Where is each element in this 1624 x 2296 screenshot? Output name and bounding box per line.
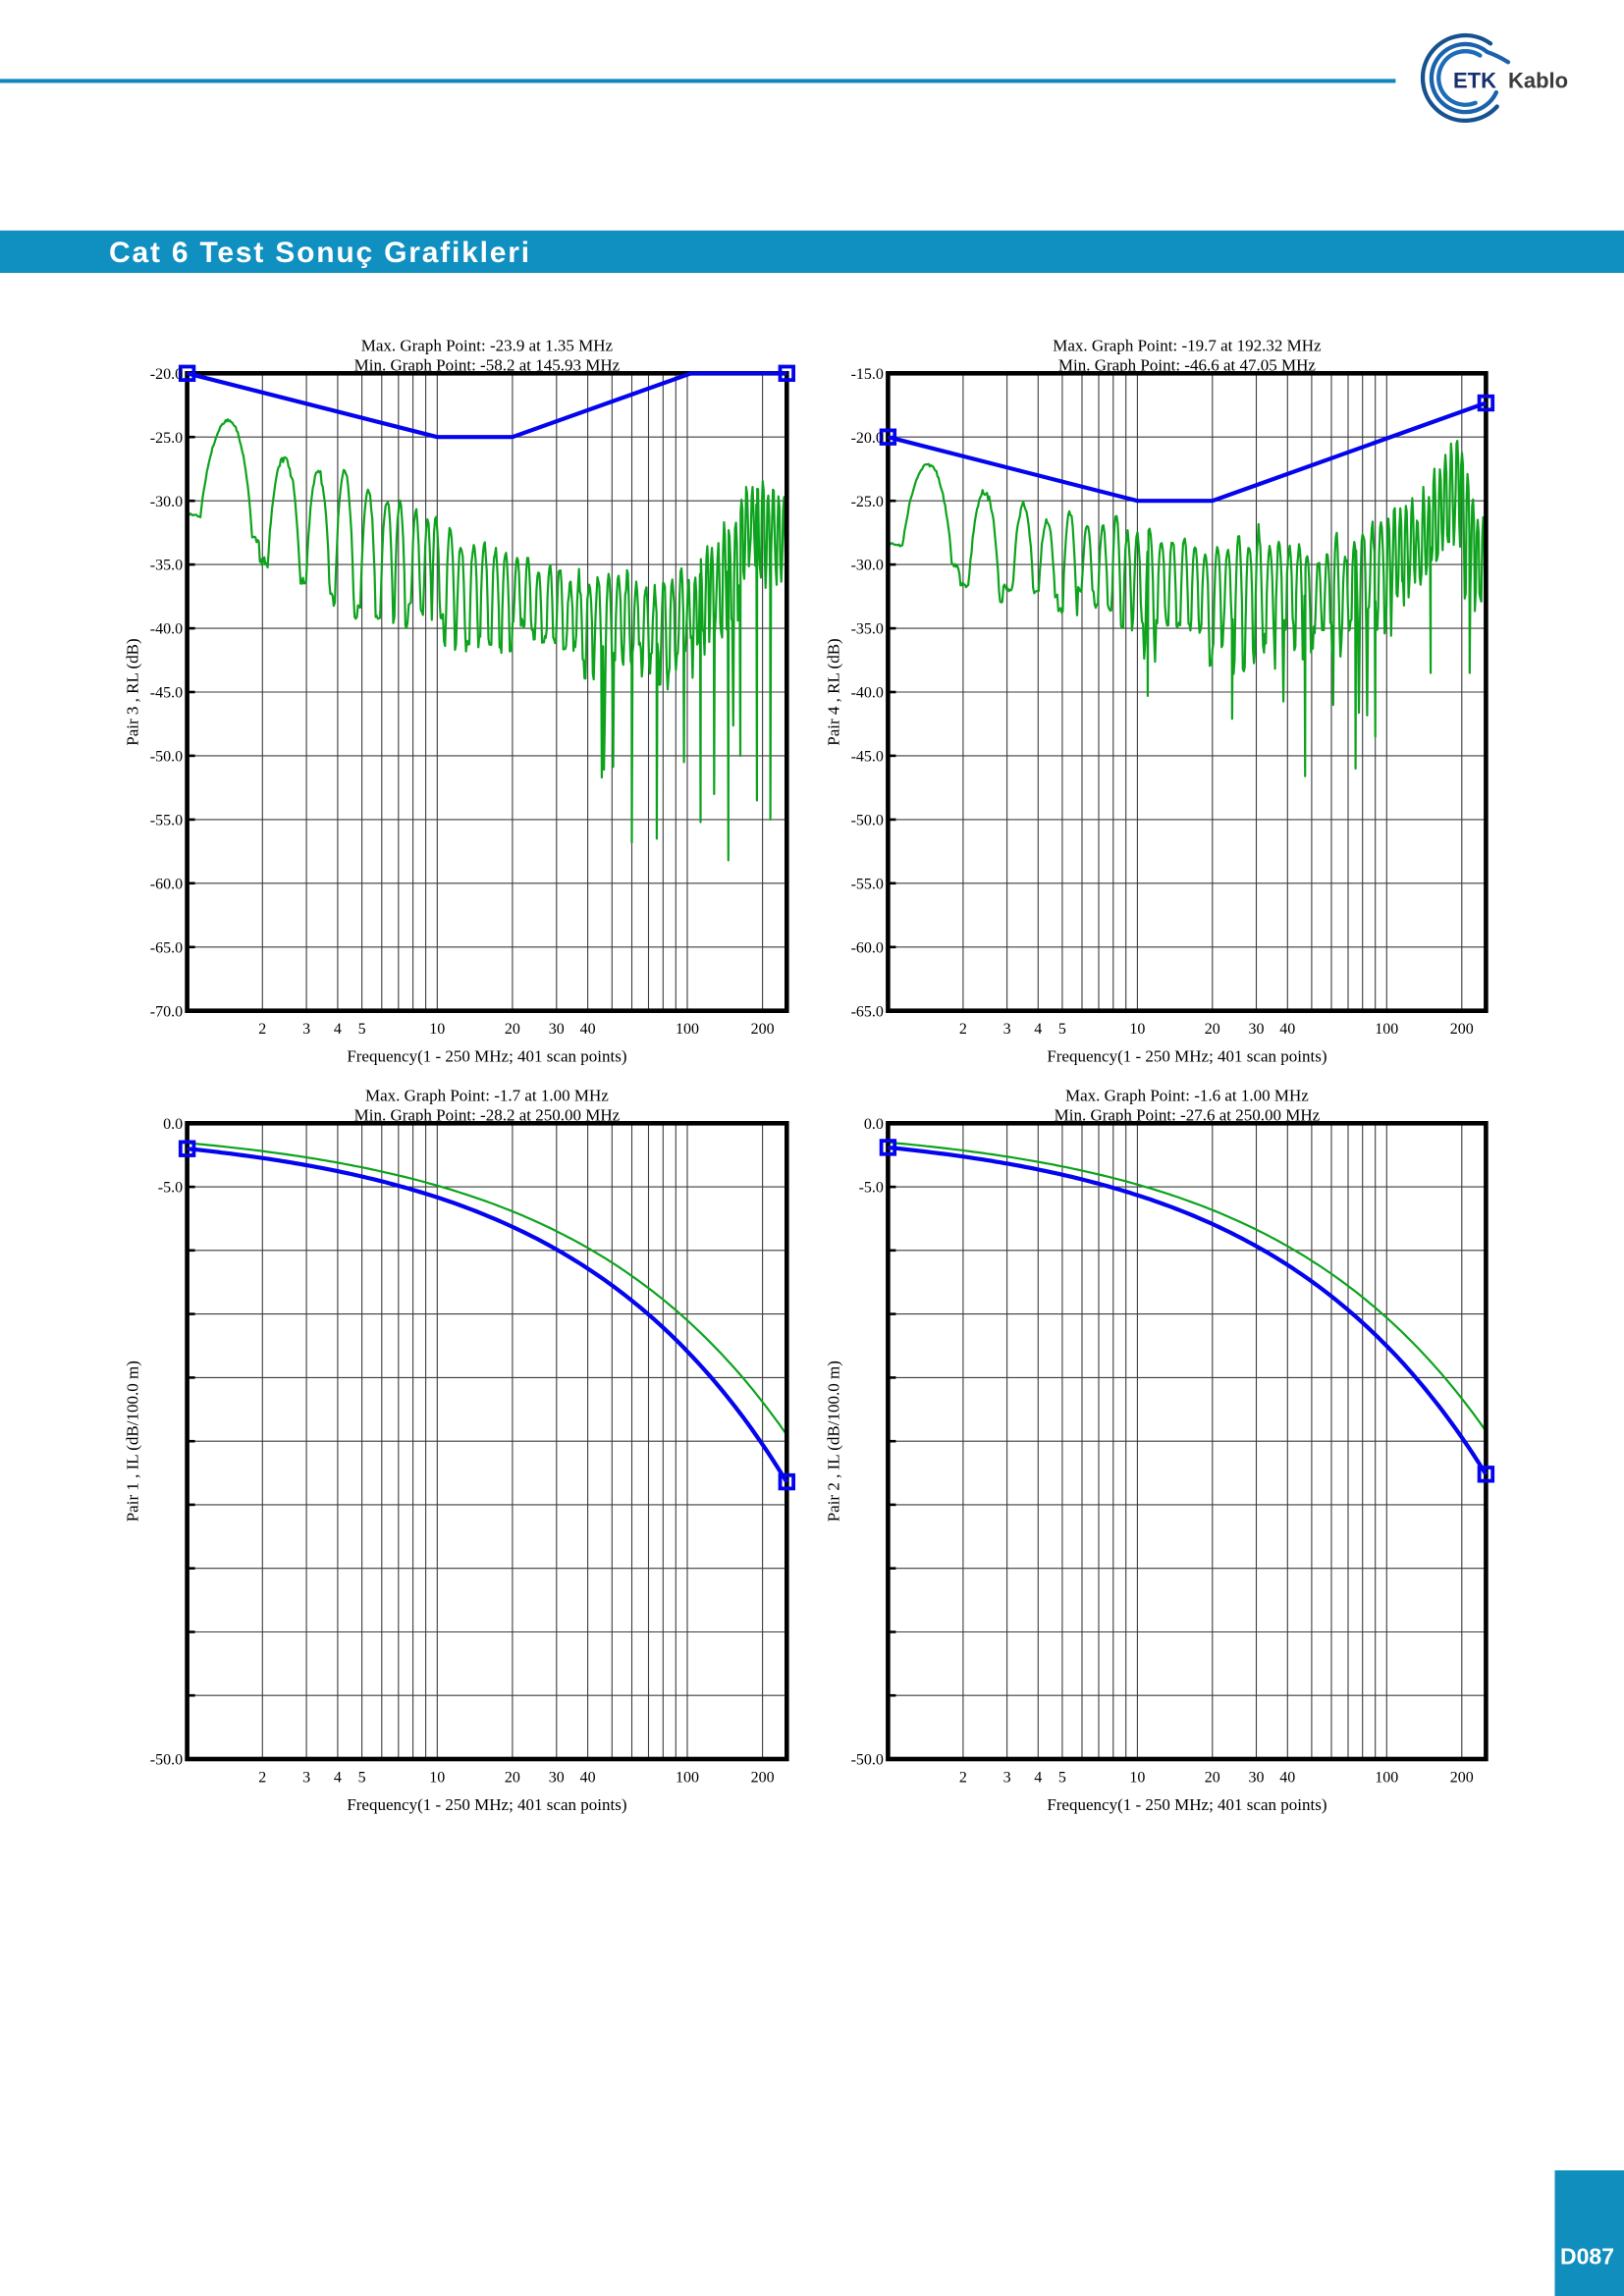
svg-text:200: 200 <box>1450 1770 1474 1787</box>
svg-text:-20.0: -20.0 <box>150 366 183 383</box>
svg-text:Pair 3 , RL (dB): Pair 3 , RL (dB) <box>124 638 142 745</box>
svg-text:10: 10 <box>429 1770 445 1787</box>
svg-text:4: 4 <box>1034 1770 1042 1787</box>
svg-text:-50.0: -50.0 <box>150 749 183 766</box>
svg-text:3: 3 <box>1003 1021 1011 1038</box>
svg-text:-35.0: -35.0 <box>851 621 884 638</box>
svg-text:2: 2 <box>959 1021 967 1038</box>
svg-text:Pair 1 , IL (dB/100.0 m): Pair 1 , IL (dB/100.0 m) <box>124 1361 142 1522</box>
svg-text:-70.0: -70.0 <box>150 1003 183 1020</box>
svg-text:-60.0: -60.0 <box>851 939 884 956</box>
svg-text:4: 4 <box>334 1021 342 1038</box>
svg-text:4: 4 <box>334 1770 342 1787</box>
svg-text:Frequency(1 - 250 MHz; 401 sca: Frequency(1 - 250 MHz; 401 scan points) <box>347 1047 626 1066</box>
svg-text:100: 100 <box>676 1021 699 1038</box>
svg-text:30: 30 <box>549 1770 565 1787</box>
svg-text:-5.0: -5.0 <box>158 1180 183 1197</box>
svg-text:30: 30 <box>1249 1021 1265 1038</box>
svg-text:30: 30 <box>1249 1770 1265 1787</box>
svg-text:Max. Graph Point: -1.7 at 1.00: Max. Graph Point: -1.7 at 1.00 MHz <box>365 1087 609 1105</box>
svg-text:-25.0: -25.0 <box>851 494 884 510</box>
svg-text:-50.0: -50.0 <box>851 813 884 829</box>
svg-text:30: 30 <box>549 1021 565 1038</box>
svg-text:10: 10 <box>1129 1770 1145 1787</box>
svg-text:3: 3 <box>302 1770 310 1787</box>
svg-text:10: 10 <box>429 1021 445 1038</box>
svg-text:200: 200 <box>751 1021 775 1038</box>
svg-text:-30.0: -30.0 <box>150 494 183 510</box>
svg-text:-65.0: -65.0 <box>851 1003 884 1020</box>
svg-text:3: 3 <box>302 1021 310 1038</box>
svg-text:2: 2 <box>258 1021 266 1038</box>
svg-text:-25.0: -25.0 <box>150 430 183 447</box>
svg-text:Max. Graph Point: -1.6 at 1.00: Max. Graph Point: -1.6 at 1.00 MHz <box>1065 1087 1309 1105</box>
svg-text:5: 5 <box>1058 1770 1066 1787</box>
svg-text:20: 20 <box>505 1770 520 1787</box>
svg-text:ETK: ETK <box>1453 69 1496 93</box>
svg-text:200: 200 <box>751 1770 775 1787</box>
svg-text:2: 2 <box>258 1770 266 1787</box>
svg-text:5: 5 <box>358 1770 366 1787</box>
svg-text:-60.0: -60.0 <box>150 876 183 892</box>
svg-text:20: 20 <box>1205 1770 1220 1787</box>
svg-text:-50.0: -50.0 <box>851 1752 884 1769</box>
svg-text:Kablo: Kablo <box>1508 69 1568 93</box>
svg-text:Frequency(1 - 250 MHz; 401 sca: Frequency(1 - 250 MHz; 401 scan points) <box>1047 1795 1326 1814</box>
svg-text:5: 5 <box>1058 1021 1066 1038</box>
svg-text:40: 40 <box>580 1770 596 1787</box>
svg-text:100: 100 <box>676 1770 699 1787</box>
svg-text:100: 100 <box>1375 1021 1398 1038</box>
svg-text:3: 3 <box>1003 1770 1011 1787</box>
svg-text:4: 4 <box>1034 1021 1042 1038</box>
svg-text:D087: D087 <box>1560 2244 1614 2269</box>
svg-text:200: 200 <box>1450 1021 1474 1038</box>
svg-text:Min. Graph Point: -28.2 at 250: Min. Graph Point: -28.2 at 250.00 MHz <box>354 1105 621 1124</box>
svg-text:-45.0: -45.0 <box>851 749 884 766</box>
svg-text:Cat 6 Test Sonuç Grafikleri: Cat 6 Test Sonuç Grafikleri <box>109 237 531 269</box>
svg-text:-65.0: -65.0 <box>150 939 183 956</box>
svg-text:40: 40 <box>1279 1770 1295 1787</box>
svg-text:10: 10 <box>1129 1021 1145 1038</box>
svg-text:Min. Graph Point: -58.2 at 145: Min. Graph Point: -58.2 at 145.93 MHz <box>354 355 621 374</box>
svg-text:-50.0: -50.0 <box>150 1752 183 1769</box>
svg-text:-55.0: -55.0 <box>851 876 884 892</box>
svg-text:100: 100 <box>1375 1770 1398 1787</box>
svg-text:Min. Graph Point: -27.6 at 250: Min. Graph Point: -27.6 at 250.00 MHz <box>1055 1105 1321 1124</box>
svg-text:-55.0: -55.0 <box>150 813 183 829</box>
svg-text:Frequency(1 - 250 MHz; 401 sca: Frequency(1 - 250 MHz; 401 scan points) <box>347 1795 626 1814</box>
svg-text:-15.0: -15.0 <box>851 366 884 383</box>
svg-text:-20.0: -20.0 <box>851 430 884 447</box>
svg-text:-40.0: -40.0 <box>851 685 884 702</box>
svg-text:20: 20 <box>1205 1021 1220 1038</box>
svg-text:Pair 2 , IL (dB/100.0 m): Pair 2 , IL (dB/100.0 m) <box>824 1361 842 1522</box>
svg-text:-30.0: -30.0 <box>851 558 884 574</box>
svg-text:40: 40 <box>1279 1021 1295 1038</box>
svg-text:Frequency(1 - 250 MHz; 401 sca: Frequency(1 - 250 MHz; 401 scan points) <box>1047 1047 1326 1066</box>
svg-text:-5.0: -5.0 <box>859 1180 884 1197</box>
svg-text:Min. Graph Point: -46.6 at 47.: Min. Graph Point: -46.6 at 47.05 MHz <box>1058 355 1317 374</box>
svg-text:40: 40 <box>580 1021 596 1038</box>
svg-text:0.0: 0.0 <box>864 1116 884 1133</box>
svg-text:Pair 4 , RL (dB): Pair 4 , RL (dB) <box>824 638 842 745</box>
svg-text:20: 20 <box>505 1021 520 1038</box>
svg-text:-40.0: -40.0 <box>150 621 183 638</box>
svg-text:0.0: 0.0 <box>163 1116 183 1133</box>
svg-text:2: 2 <box>959 1770 967 1787</box>
svg-text:Max. Graph Point: -19.7 at 192: Max. Graph Point: -19.7 at 192.32 MHz <box>1053 337 1322 355</box>
svg-text:-45.0: -45.0 <box>150 685 183 702</box>
svg-text:-35.0: -35.0 <box>150 558 183 574</box>
svg-text:5: 5 <box>358 1021 366 1038</box>
svg-text:Max. Graph Point: -23.9 at 1.3: Max. Graph Point: -23.9 at 1.35 MHz <box>361 337 614 355</box>
